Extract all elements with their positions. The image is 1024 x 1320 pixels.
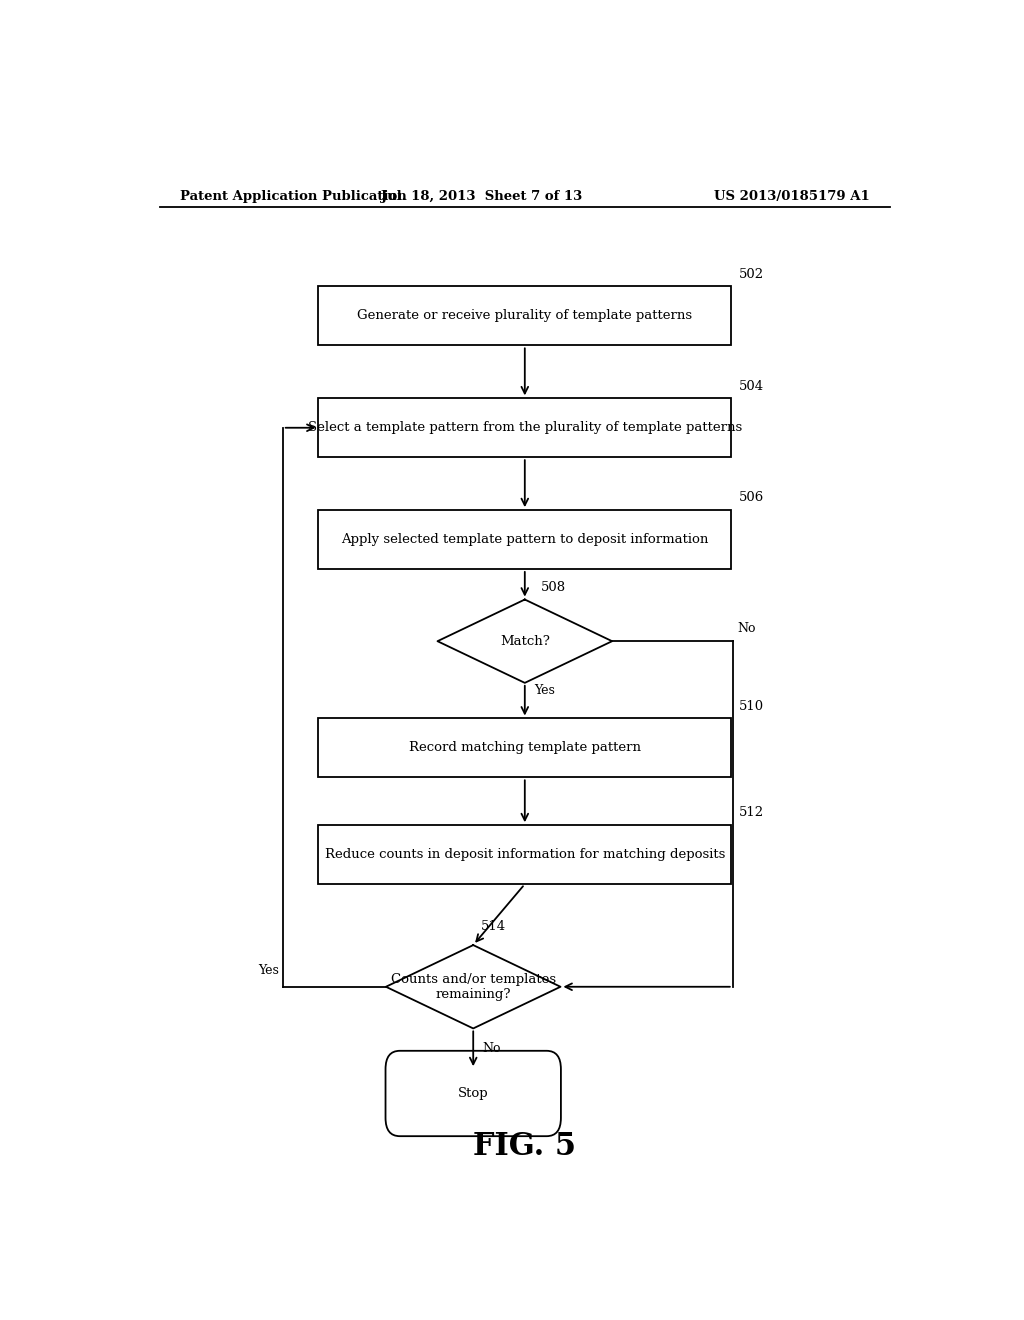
Text: Match?: Match? (500, 635, 550, 648)
Text: Counts and/or templates
remaining?: Counts and/or templates remaining? (390, 973, 556, 1001)
Text: 502: 502 (739, 268, 764, 281)
FancyBboxPatch shape (318, 399, 731, 457)
Text: 510: 510 (739, 700, 764, 713)
FancyBboxPatch shape (318, 825, 731, 884)
Polygon shape (386, 945, 560, 1028)
Text: Select a template pattern from the plurality of template patterns: Select a template pattern from the plura… (307, 421, 742, 434)
Text: No: No (737, 623, 756, 635)
Polygon shape (437, 599, 612, 682)
Text: Stop: Stop (458, 1086, 488, 1100)
Text: Patent Application Publication: Patent Application Publication (179, 190, 407, 202)
Text: FIG. 5: FIG. 5 (473, 1131, 577, 1162)
Text: US 2013/0185179 A1: US 2013/0185179 A1 (715, 190, 870, 202)
Text: 508: 508 (541, 581, 566, 594)
FancyBboxPatch shape (385, 1051, 561, 1137)
Text: Apply selected template pattern to deposit information: Apply selected template pattern to depos… (341, 533, 709, 546)
Text: 504: 504 (739, 380, 764, 392)
Text: Jul. 18, 2013  Sheet 7 of 13: Jul. 18, 2013 Sheet 7 of 13 (381, 190, 582, 202)
Text: Reduce counts in deposit information for matching deposits: Reduce counts in deposit information for… (325, 849, 725, 861)
Text: 514: 514 (481, 920, 506, 933)
Text: 506: 506 (739, 491, 764, 504)
Text: Yes: Yes (258, 964, 279, 977)
FancyBboxPatch shape (318, 510, 731, 569)
FancyBboxPatch shape (318, 286, 731, 346)
Text: Generate or receive plurality of template patterns: Generate or receive plurality of templat… (357, 309, 692, 322)
FancyBboxPatch shape (318, 718, 731, 777)
Text: No: No (482, 1043, 501, 1055)
Text: 512: 512 (739, 807, 764, 820)
Text: Yes: Yes (535, 684, 555, 697)
Text: Record matching template pattern: Record matching template pattern (409, 742, 641, 755)
